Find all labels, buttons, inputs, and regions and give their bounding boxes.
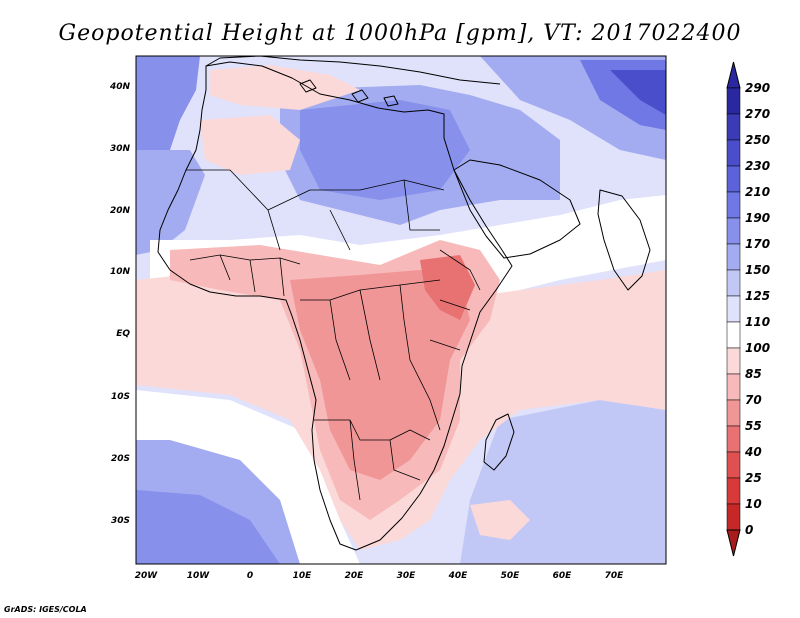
colorbar-label-85: 85 — [745, 367, 762, 381]
madagascar-coastline — [483, 413, 515, 471]
colorbar-cell-16 — [726, 503, 741, 531]
lon-label-10w: 10W — [187, 571, 211, 581]
india-coastline — [597, 189, 651, 291]
colorbar-cell-7 — [726, 269, 741, 297]
map-panel — [136, 56, 666, 564]
field-neutral-band-south — [136, 390, 360, 564]
latitude-axis: 40N 30N 20N 10N EQ 10S 20S 30S — [109, 82, 131, 526]
lon-label-50e: 50E — [501, 571, 521, 581]
lat-label-30n: 30N — [110, 144, 131, 154]
colorbar-label-0: 0 — [745, 523, 753, 537]
field-south-atlantic-core — [136, 490, 280, 564]
colorbar-cell-6 — [726, 243, 741, 271]
colorbar-cell-12 — [726, 399, 741, 427]
credit-text: GrADS: IGES/COLA — [4, 605, 87, 614]
border-southern-africa — [314, 419, 431, 501]
colorbar-cell-4 — [726, 191, 741, 219]
lat-label-eq: EQ — [116, 329, 130, 339]
colorbar-cell-15 — [726, 477, 741, 505]
colorbar-cell-0 — [726, 87, 741, 115]
lat-label-10n: 10N — [110, 267, 131, 277]
colorbar-label-250: 250 — [745, 133, 770, 147]
colorbar-cell-10 — [726, 347, 741, 375]
colorbar-cell-2 — [726, 139, 741, 167]
lon-label-0: 0 — [247, 571, 253, 581]
border-east-africa — [429, 249, 481, 351]
colorbar-label-100: 100 — [745, 341, 770, 355]
field-congo-low — [290, 270, 470, 480]
colorbar-cell-5 — [726, 217, 741, 245]
field-mozambique-low — [470, 500, 530, 540]
colorbar-cell-11 — [726, 373, 741, 401]
colorbar-cell-3 — [726, 165, 741, 193]
lat-label-40n: 40N — [109, 82, 131, 92]
field-sahara-core — [300, 100, 470, 200]
field-east-africa-low — [420, 255, 475, 320]
colorbar-label-230: 230 — [745, 159, 770, 173]
lon-label-20e: 20E — [345, 571, 365, 581]
colorbar-label-110: 110 — [745, 315, 770, 329]
mediterranean-islands — [299, 79, 399, 107]
lon-label-30e: 30E — [397, 571, 417, 581]
colorbar-cell-13 — [726, 425, 741, 453]
field-sw-atlantic-low — [200, 115, 300, 175]
colorbar-label-190: 190 — [745, 211, 770, 225]
border-sahara — [186, 169, 445, 251]
field-asia-peak — [610, 70, 666, 115]
lat-label-30s: 30S — [111, 516, 130, 526]
colorbar: 290 270 250 230 210 190 170 150 125 110 … — [726, 61, 770, 557]
colorbar-top-arrow — [726, 61, 741, 89]
colorbar-cell-1 — [726, 113, 741, 141]
arabia-coastline — [453, 159, 581, 259]
lon-label-20w: 20W — [135, 571, 159, 581]
lat-label-10s: 10S — [111, 392, 130, 402]
colorbar-label-125: 125 — [745, 289, 770, 303]
lon-label-70e: 70E — [605, 571, 625, 581]
border-west-africa — [189, 254, 301, 297]
lat-label-20s: 20S — [111, 454, 130, 464]
country-borders — [186, 169, 481, 501]
colorbar-label-40: 40 — [744, 445, 762, 459]
colorbar-label-25: 25 — [745, 471, 762, 485]
field-canary-high — [136, 150, 205, 255]
field-neutral-band-north — [150, 195, 666, 300]
colorbar-cell-14 — [726, 451, 741, 479]
longitude-axis: 20W 10W 0 10E 20E 30E 40E 50E 60E 70E — [135, 571, 624, 581]
colorbar-label-170: 170 — [745, 237, 770, 251]
colorbar-bottom-arrow — [726, 529, 741, 557]
colorbar-label-55: 55 — [745, 419, 762, 433]
africa-coastline — [157, 61, 513, 551]
figure-title: Geopotential Height at 1000hPa [gpm], VT… — [59, 21, 742, 46]
europe-coastline — [205, 56, 501, 85]
colorbar-label-150: 150 — [745, 263, 770, 277]
colorbar-label-270: 270 — [745, 107, 770, 121]
colorbar-label-70: 70 — [745, 393, 762, 407]
map-frame — [135, 55, 667, 565]
lat-label-20n: 20N — [110, 206, 131, 216]
colorbar-label-210: 210 — [745, 185, 770, 199]
border-central-africa — [300, 279, 441, 431]
coastlines — [157, 56, 651, 551]
lon-label-40e: 40E — [448, 571, 469, 581]
lon-label-60e: 60E — [553, 571, 573, 581]
colorbar-cell-9 — [726, 321, 741, 349]
colorbar-label-10: 10 — [745, 497, 762, 511]
field-mediterranean-low — [210, 65, 360, 110]
colorbar-cell-8 — [726, 295, 741, 323]
lon-label-10e: 10E — [293, 571, 313, 581]
colorbar-label-290: 290 — [745, 81, 770, 95]
